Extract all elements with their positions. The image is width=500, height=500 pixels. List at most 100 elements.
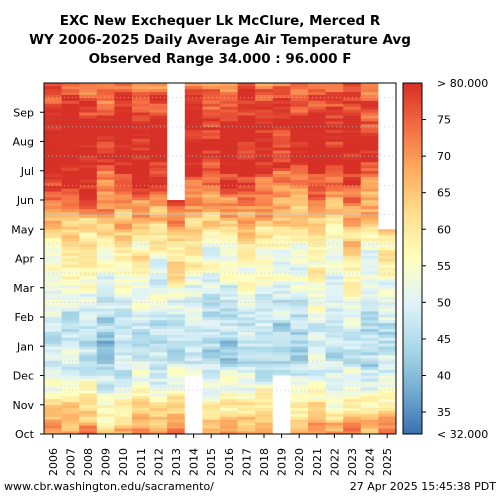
- heatmap-cell: [308, 161, 326, 166]
- heatmap-cell: [149, 322, 168, 327]
- heatmap-cell: [114, 363, 133, 368]
- heatmap-cell: [220, 369, 238, 373]
- heatmap-cell: [96, 258, 115, 262]
- heatmap-cell: [272, 246, 291, 251]
- colorbar-segment: [403, 138, 422, 142]
- heatmap-cell: [237, 390, 256, 394]
- heatmap-cell: [44, 141, 62, 145]
- heatmap-cell: [96, 255, 115, 259]
- heatmap-cell: [184, 170, 203, 174]
- heatmap-cell: [308, 129, 326, 134]
- heatmap-cell: [308, 179, 326, 183]
- heatmap-cell: [360, 238, 379, 242]
- heatmap-cell: [325, 325, 344, 329]
- heatmap-cell: [308, 343, 326, 347]
- heatmap-cell: [202, 410, 221, 414]
- heatmap-cell: [237, 322, 256, 327]
- heatmap-cell: [79, 355, 98, 359]
- heatmap-cell: [255, 372, 274, 376]
- heatmap-cell: [343, 182, 362, 186]
- heatmap-cell: [290, 238, 309, 242]
- heatmap-cell: [325, 290, 344, 294]
- heatmap-cell: [44, 425, 62, 429]
- heatmap-cell: [255, 270, 274, 274]
- heatmap-cell: [132, 255, 150, 259]
- heatmap-cell: [308, 261, 326, 265]
- heatmap-cell: [202, 246, 221, 251]
- heatmap-cell: [325, 94, 344, 98]
- heatmap-cell: [132, 369, 150, 373]
- heatmap-cell: [237, 194, 256, 198]
- heatmap-cell: [149, 144, 168, 148]
- heatmap-cell: [149, 223, 168, 227]
- heatmap-cell: [343, 314, 362, 318]
- heatmap-cell: [325, 413, 344, 417]
- heatmap-cell: [114, 197, 133, 201]
- heatmap-cell: [237, 164, 256, 169]
- heatmap-cell: [360, 390, 379, 394]
- heatmap-cell: [44, 159, 62, 163]
- heatmap-cell: [79, 255, 98, 259]
- heatmap-cell: [96, 185, 115, 189]
- colorbar-segment: [403, 161, 422, 166]
- heatmap-cell: [378, 360, 397, 365]
- heatmap-cell: [360, 325, 379, 329]
- heatmap-cell: [114, 135, 133, 139]
- heatmap-cell: [61, 340, 80, 344]
- heatmap-cell: [114, 278, 133, 283]
- heatmap-cell: [272, 141, 291, 145]
- heatmap-cell: [220, 410, 238, 414]
- heatmap-cell: [184, 112, 203, 116]
- heatmap-cell: [308, 132, 326, 136]
- heatmap-cell: [272, 205, 291, 210]
- heatmap-cell: [255, 135, 274, 139]
- heatmap-cell: [132, 188, 150, 192]
- heatmap-cell: [308, 121, 326, 125]
- colorbar-segment: [403, 173, 422, 177]
- heatmap-cell: [167, 255, 186, 259]
- heatmap-cell: [79, 264, 98, 268]
- heatmap-cell: [325, 395, 344, 400]
- heatmap-cell: [61, 360, 80, 365]
- heatmap-cell: [308, 211, 326, 215]
- gridlines: [44, 97, 396, 391]
- heatmap-cell: [220, 258, 238, 262]
- heatmap-cell: [79, 322, 98, 327]
- heatmap-cell: [132, 197, 150, 201]
- heatmap-cell: [255, 284, 274, 289]
- heatmap-cell: [184, 188, 203, 192]
- heatmap-cell: [290, 220, 309, 224]
- heatmap-cell: [202, 264, 221, 268]
- heatmap-cell: [360, 281, 379, 286]
- heatmap-cell: [343, 366, 362, 370]
- heatmap-cell: [255, 141, 274, 145]
- heatmap-cell: [44, 126, 62, 131]
- heatmap-cell: [237, 138, 256, 142]
- heatmap-cell: [290, 387, 309, 391]
- heatmap-cell: [79, 349, 98, 353]
- heatmap-cell: [220, 314, 238, 318]
- colorbar-segment: [403, 115, 422, 119]
- heatmap-cell: [79, 328, 98, 332]
- heatmap-cell: [149, 208, 168, 212]
- heatmap-cell: [167, 311, 186, 315]
- heatmap-cell: [308, 229, 326, 233]
- colorbar-segment: [403, 185, 422, 189]
- heatmap-cell: [167, 428, 186, 432]
- heatmap-cell: [202, 176, 221, 180]
- heatmap-cell: [44, 223, 62, 227]
- heatmap-cell: [114, 232, 133, 236]
- heatmap-cell: [272, 360, 291, 365]
- heatmap-cell: [308, 393, 326, 397]
- heatmap-cell: [272, 328, 291, 332]
- heatmap-cell: [184, 290, 203, 294]
- heatmap-cell: [79, 431, 98, 435]
- heatmap-cell: [132, 100, 150, 104]
- heatmap-cell: [255, 91, 274, 95]
- heatmap-cell: [220, 395, 238, 400]
- heatmap-cell: [237, 144, 256, 148]
- heatmap-cell: [114, 205, 133, 210]
- heatmap-cell: [237, 346, 256, 350]
- heatmap-cell: [220, 357, 238, 362]
